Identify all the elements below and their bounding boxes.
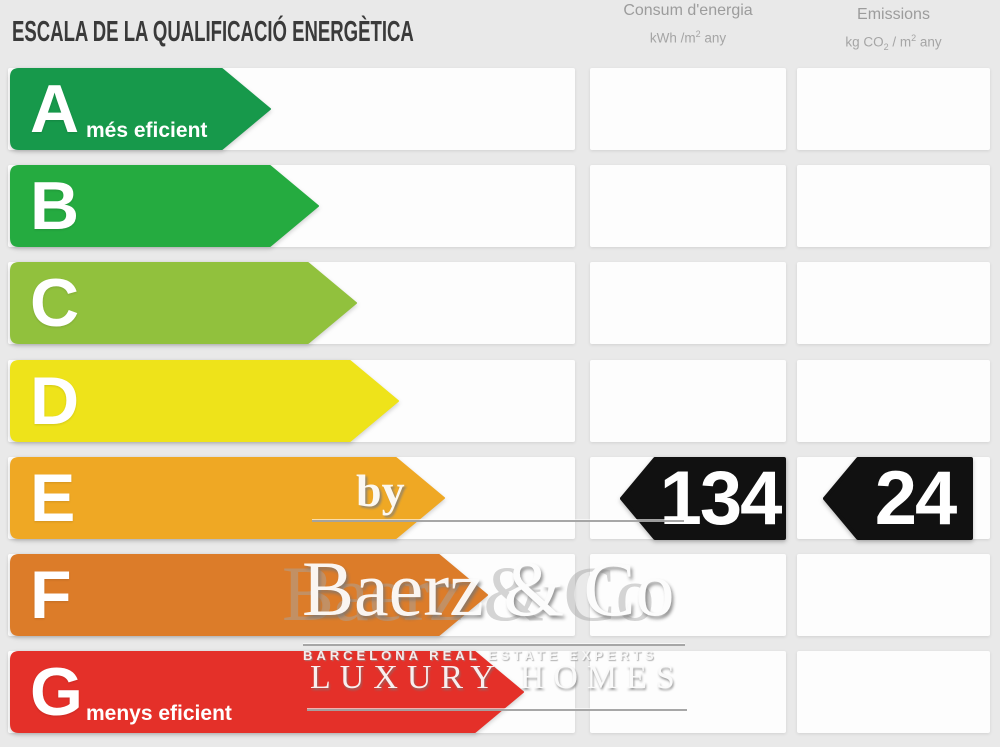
scale-bar-E: E — [10, 457, 446, 539]
row-band-c1-F — [590, 554, 786, 636]
left-arrow-shape — [620, 457, 786, 540]
row-band-c2-C — [797, 262, 990, 344]
row-band-c1-D — [590, 360, 786, 442]
consum-header-label: Consum d'energia — [623, 2, 753, 19]
column-header-emissions: Emissions kg CO2 / m2 any — [797, 6, 990, 52]
row-band-c2-F — [797, 554, 990, 636]
consum-value-arrow: 134 — [620, 456, 786, 541]
consum-header-unit: kWh /m2 any — [649, 29, 727, 46]
row-band-c1-A — [590, 68, 786, 150]
scale-letter-F: F — [30, 557, 72, 633]
row-band-c1-B — [590, 165, 786, 247]
left-arrow-shape — [823, 457, 973, 540]
scale-bar-F: F — [10, 554, 489, 636]
row-band-c2-D — [797, 360, 990, 442]
emissions-value: 24 — [874, 456, 958, 541]
row-band-c1-C — [590, 262, 786, 344]
emissions-value-arrow: 24 — [823, 456, 973, 541]
scale-bar-B: B — [10, 165, 320, 247]
scale-bar-C: C — [10, 262, 358, 344]
scale-label-A: més eficient — [86, 119, 208, 142]
right-arrow-shape — [10, 68, 271, 150]
emissions-header-label: Emissions — [857, 6, 930, 23]
row-band-c2-A — [797, 68, 990, 150]
row-band-c2-B — [797, 165, 990, 247]
consum-value: 134 — [659, 456, 783, 541]
right-arrow-shape — [10, 651, 524, 733]
right-arrow-shape — [10, 457, 445, 539]
right-arrow-shape — [10, 554, 488, 636]
scale-bar-D: D — [10, 360, 400, 442]
right-arrow-shape — [10, 360, 399, 442]
right-arrow-shape — [10, 262, 357, 344]
page-title: ESCALA DE LA QUALIFICACIÓ ENERGÈTICA — [12, 16, 414, 48]
scale-letter-B: B — [30, 168, 80, 244]
scale-label-G: menys eficient — [86, 702, 232, 725]
scale-letter-E: E — [30, 460, 76, 536]
row-band-c2-G — [797, 651, 990, 733]
watermark-rule — [303, 644, 685, 646]
scale-letter-C: C — [30, 265, 80, 341]
row-band-c1-G — [590, 651, 786, 733]
right-arrow-shape — [10, 165, 319, 247]
emissions-header-unit: kg CO2 / m2 any — [845, 33, 942, 53]
scale-letter-G: G — [30, 654, 83, 730]
scale-letter-D: D — [30, 363, 80, 439]
scale-letter-A: A — [30, 71, 80, 147]
column-header-consum: Consum d'energia kWh /m2 any — [590, 2, 786, 46]
